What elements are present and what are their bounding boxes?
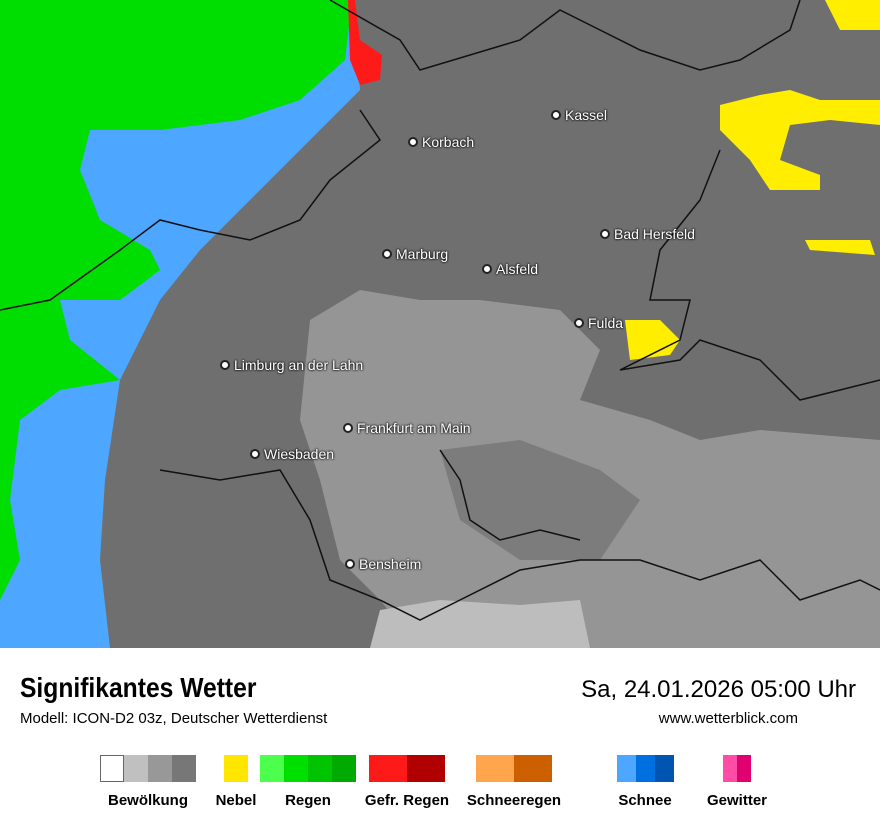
legend-label: Bewölkung — [107, 792, 188, 809]
legend-swatch — [654, 755, 674, 782]
legend-item: Gewitter — [707, 755, 767, 809]
legend-item: Nebel — [216, 755, 256, 809]
border-line — [329, 0, 801, 71]
legend-swatches — [224, 755, 248, 782]
border-line — [619, 149, 880, 401]
legend-swatches — [260, 755, 356, 782]
city-kassel: Kassel — [551, 107, 607, 123]
legend-label: Regen — [285, 792, 331, 809]
freezing-rain-area — [348, 0, 382, 85]
rain-area — [0, 0, 352, 600]
snow-area — [0, 0, 360, 648]
legend-swatch — [332, 755, 356, 782]
legend-swatch — [369, 755, 407, 782]
city-bensheim: Bensheim — [345, 556, 421, 572]
fog-area — [805, 240, 875, 255]
legend-item: Schnee — [616, 755, 674, 809]
fog-area — [720, 90, 880, 190]
weather-map[interactable]: Kassel Korbach Marburg Alsfeld Bad Hersf… — [0, 0, 880, 648]
legend-item: Gefr. Regen — [365, 755, 449, 809]
legend-swatch — [224, 755, 248, 782]
fog-area — [825, 0, 880, 30]
city-label: Frankfurt am Main — [357, 420, 471, 436]
map-layers — [0, 0, 880, 648]
city-label: Limburg an der Lahn — [234, 357, 364, 373]
city-alsfeld: Alsfeld — [482, 261, 538, 277]
legend-swatches — [369, 755, 445, 782]
legend-swatch — [260, 755, 284, 782]
fog-area — [625, 320, 680, 360]
legend-swatch — [308, 755, 332, 782]
border-line — [0, 109, 382, 311]
legend-item: Regen — [260, 755, 356, 809]
legend-swatch — [284, 755, 308, 782]
legend-swatch — [124, 755, 148, 782]
legend-item: Bewölkung — [100, 755, 196, 809]
legend-label: Gewitter — [707, 792, 768, 809]
model-info: Modell: ICON-D2 03z, Deutscher Wetterdie… — [20, 710, 328, 727]
city-label: Alsfeld — [496, 261, 539, 277]
legend-swatch — [635, 755, 655, 782]
legend-swatch — [514, 755, 552, 782]
legend-swatch — [476, 755, 514, 782]
city-bad-hersfeld: Bad Hersfeld — [600, 226, 695, 242]
legend-swatch — [723, 755, 737, 782]
forecast-datetime: Sa, 24.01.2026 05:00 Uhr — [581, 676, 856, 703]
city-label: Bensheim — [359, 556, 422, 572]
legend-label: Schnee — [618, 792, 672, 809]
city-label: Fulda — [588, 315, 624, 331]
website-link[interactable]: www.wetterblick.com — [658, 710, 798, 727]
city-label: Marburg — [396, 246, 449, 262]
city-label: Bad Hersfeld — [614, 226, 695, 242]
legend-swatch — [172, 755, 196, 782]
border-line — [439, 449, 581, 541]
city-fulda: Fulda — [574, 315, 623, 331]
legend-item: Schneeregen — [467, 755, 561, 809]
legend-swatch — [737, 755, 751, 782]
legend-swatches — [723, 755, 751, 782]
city-korbach: Korbach — [408, 134, 474, 150]
city-label: Kassel — [565, 107, 608, 123]
legend-swatch — [407, 755, 445, 782]
city-label: Wiesbaden — [264, 446, 335, 462]
page-title: Signifikantes Wetter — [20, 672, 257, 703]
legend-swatch — [100, 755, 124, 782]
legend-label: Schneeregen — [466, 792, 562, 809]
border-line — [159, 469, 880, 621]
legend-swatch — [616, 755, 636, 782]
city-marburg: Marburg — [382, 246, 448, 262]
legend-swatches — [100, 755, 196, 782]
legend-swatch — [148, 755, 172, 782]
cloud-light-area — [370, 600, 590, 648]
legend-swatches — [616, 755, 674, 782]
cloud-mid-area — [440, 440, 640, 560]
legend-swatches — [476, 755, 552, 782]
city-limburg: Limburg an der Lahn — [220, 357, 363, 373]
city-frankfurt: Frankfurt am Main — [343, 420, 471, 436]
city-wiesbaden: Wiesbaden — [250, 446, 334, 462]
city-label: Korbach — [422, 134, 475, 150]
legend-label: Nebel — [215, 792, 257, 809]
legend-label: Gefr. Regen — [364, 792, 450, 809]
